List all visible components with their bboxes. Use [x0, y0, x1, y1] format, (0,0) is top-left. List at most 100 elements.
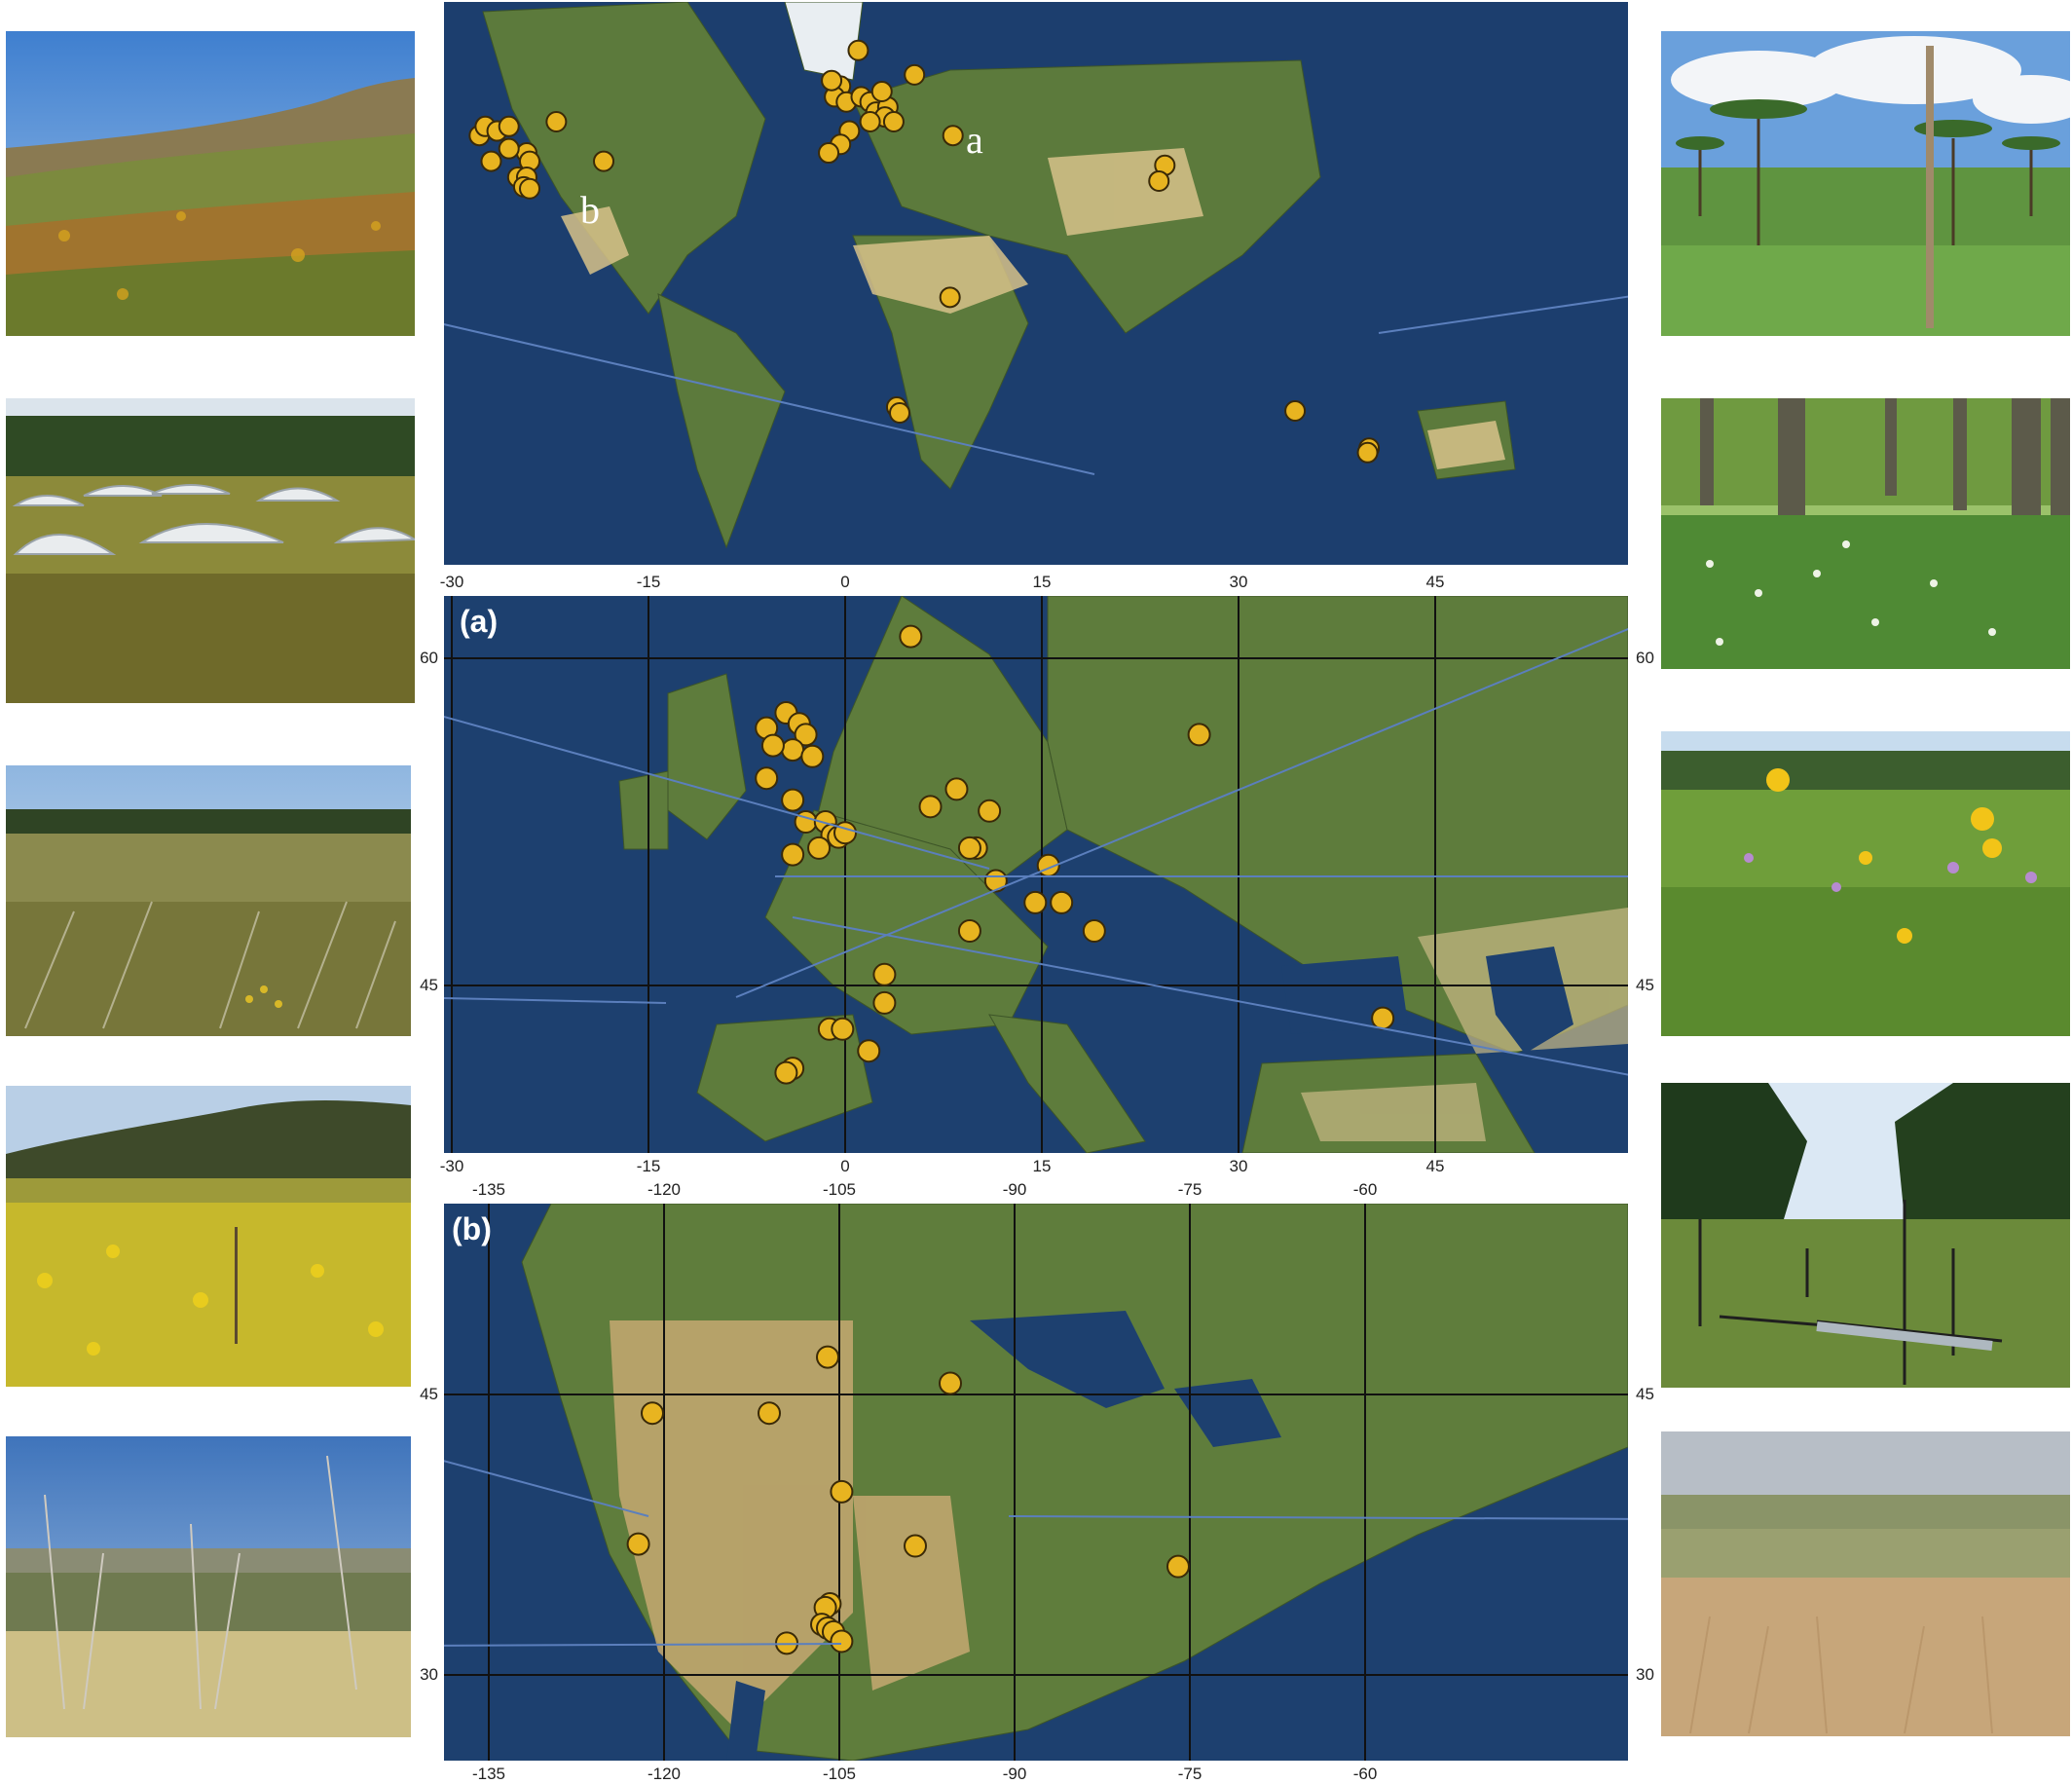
north-america-site-marker: [904, 1534, 927, 1558]
north-america-lon-tick-label: -135: [471, 1765, 506, 1783]
north-america-site-marker: [830, 1629, 854, 1654]
europe-site-marker: [918, 795, 943, 819]
world-site-marker: [870, 80, 893, 102]
north-america-lon-tick-label: -105: [822, 1765, 857, 1783]
world-map: a b: [444, 2, 1628, 565]
north-america-site-marker: [816, 1345, 839, 1369]
europe-site-marker: [794, 723, 818, 747]
photo-rainout-shelters: [6, 398, 415, 703]
north-america-lat-tick-label: 30: [1636, 1665, 1654, 1684]
world-site-marker: [545, 110, 568, 132]
europe-lon-tick-label: 0: [840, 573, 850, 591]
photo-acacia-savanna: [1661, 31, 2070, 336]
europe-site-marker: [1187, 723, 1211, 747]
europe-site-marker: [899, 624, 923, 649]
world-site-marker: [498, 115, 520, 137]
world-site-marker: [498, 137, 520, 160]
europe-site-marker: [781, 842, 805, 867]
europe-site-marker: [774, 1060, 798, 1085]
europe-site-marker: [833, 821, 857, 845]
world-site-marker: [942, 125, 964, 147]
europe-lon-tick-label: 15: [1032, 573, 1052, 591]
photo-tallgrass-prairie: [1661, 1431, 2070, 1736]
europe-site-marker: [800, 744, 825, 768]
europe-lat-tick-label: 60: [420, 649, 438, 667]
europe-site-marker: [1082, 919, 1106, 943]
world-site-marker: [889, 402, 910, 425]
europe-site-marker: [1050, 890, 1074, 914]
europe-lat-tick-label: 60: [1636, 649, 1654, 667]
world-site-marker: [821, 69, 843, 92]
europe-lon-tick-label: 45: [1425, 573, 1445, 591]
europe-site-marker: [781, 738, 805, 762]
europe-map: (a): [444, 596, 1628, 1153]
north-america-lon-tick-label: -105: [822, 1180, 857, 1199]
europe-lon-tick-label: -30: [439, 1157, 464, 1175]
north-america-site-marker: [830, 1479, 854, 1504]
europe-site-marker: [781, 788, 805, 812]
europe-lon-tick-label: 15: [1032, 1157, 1052, 1175]
world-site-marker: [818, 142, 840, 165]
europe-lon-tick-label: 45: [1425, 1157, 1445, 1175]
world-site-marker: [1356, 441, 1379, 464]
north-america-lon-tick-label: -120: [647, 1765, 682, 1783]
north-america-site-marker: [758, 1401, 781, 1426]
north-america-lat-tick-label: 45: [420, 1385, 438, 1403]
world-site-marker: [593, 150, 614, 172]
europe-lon-tick-label: 30: [1229, 1157, 1248, 1175]
photo-yellow-wildflower-meadow: [6, 1086, 411, 1387]
north-america-site-marker: [641, 1401, 664, 1426]
europe-lon-tick-label: 0: [840, 1157, 850, 1175]
europe-site-marker: [983, 869, 1008, 893]
world-site-marker: [847, 39, 870, 61]
panel-b-label: (b): [452, 1211, 492, 1246]
europe-site-marker: [872, 990, 897, 1015]
photo-semi-arid-grassland: [6, 1436, 411, 1737]
north-america-lon-tick-label: -60: [1352, 1180, 1378, 1199]
world-site-marker: [859, 110, 881, 132]
europe-site-marker: [807, 836, 832, 860]
europe-site-marker: [957, 836, 981, 860]
europe-site-marker: [872, 962, 897, 986]
world-site-marker: [519, 177, 540, 200]
north-america-site-marker: [626, 1532, 650, 1556]
world-site-marker: [1148, 169, 1170, 192]
europe-site-marker: [944, 777, 969, 801]
europe-site-marker: [978, 799, 1002, 823]
europe-site-marker: [831, 1017, 855, 1041]
europe-lon-tick-label: -15: [636, 1157, 661, 1175]
europe-lon-tick-label: 30: [1229, 573, 1248, 591]
north-america-lon-tick-label: -75: [1177, 1765, 1202, 1783]
europe-lat-tick-label: 45: [420, 976, 438, 994]
europe-site-marker: [1371, 1006, 1395, 1030]
photo-shrubland-south-africa: [6, 31, 415, 336]
europe-site-marker: [857, 1039, 881, 1063]
panel-a-label: (a): [460, 604, 499, 639]
photo-feather-grass-steppe: [6, 765, 411, 1036]
north-america-lon-tick-label: -75: [1177, 1180, 1202, 1199]
north-america-lon-tick-label: -120: [647, 1180, 682, 1199]
world-site-marker: [480, 150, 502, 172]
europe-site-marker: [1023, 890, 1048, 914]
europe-site-marker: [760, 733, 785, 758]
north-america-lon-tick-label: -60: [1352, 1765, 1378, 1783]
europe-site-marker: [957, 919, 981, 943]
europe-lon-tick-label: -30: [439, 573, 464, 591]
photo-beech-forest-floor: [1661, 398, 2070, 669]
north-america-site-marker: [939, 1371, 962, 1395]
europe-lat-tick-label: 45: [1636, 976, 1654, 994]
world-site-marker: [939, 286, 961, 309]
photo-flowering-meadow: [1661, 731, 2070, 1036]
north-america-map: (b): [444, 1204, 1628, 1761]
world-site-marker: [882, 110, 905, 132]
europe-site-marker: [794, 810, 818, 834]
north-america-lat-tick-label: 30: [420, 1665, 438, 1684]
north-america-site-marker: [1166, 1554, 1190, 1579]
world-site-marker: [1284, 400, 1307, 423]
photo-forest-clearing-rainout: [1661, 1083, 2070, 1388]
north-america-lon-tick-label: -90: [1002, 1765, 1027, 1783]
world-label-b: b: [580, 188, 600, 232]
europe-site-marker: [755, 766, 779, 791]
north-america-lon-tick-label: -135: [471, 1180, 506, 1199]
europe-lon-tick-label: -15: [636, 573, 661, 591]
